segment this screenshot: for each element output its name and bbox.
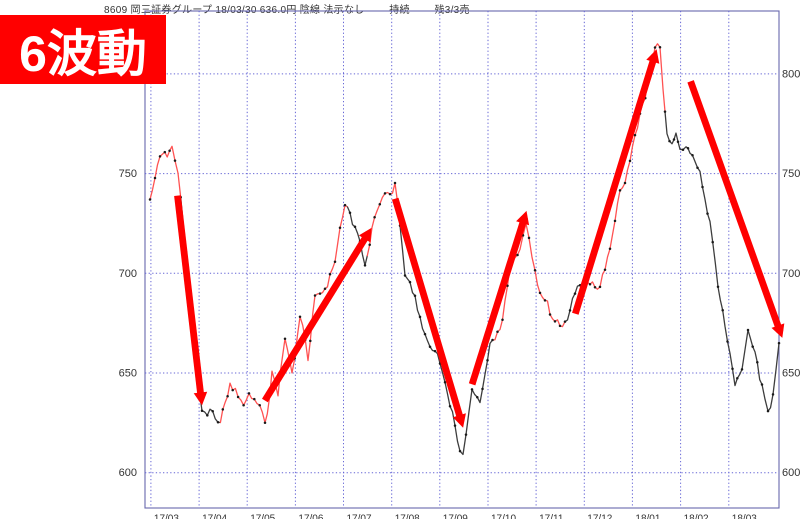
svg-text:650: 650: [782, 368, 800, 380]
svg-text:18/03: 18/03: [732, 514, 757, 519]
svg-text:17/03: 17/03: [154, 514, 179, 519]
svg-text:18/02: 18/02: [684, 514, 709, 519]
svg-text:17/12: 17/12: [587, 514, 612, 519]
svg-text:600: 600: [119, 467, 137, 479]
svg-text:18/01: 18/01: [635, 514, 660, 519]
svg-text:17/05: 17/05: [250, 514, 275, 519]
svg-text:650: 650: [119, 368, 137, 380]
svg-text:800: 800: [782, 68, 800, 80]
svg-text:17/10: 17/10: [491, 514, 516, 519]
svg-text:17/08: 17/08: [395, 514, 420, 519]
svg-text:17/04: 17/04: [202, 514, 227, 519]
svg-text:750: 750: [119, 168, 137, 180]
svg-text:17/07: 17/07: [347, 514, 372, 519]
svg-text:700: 700: [119, 268, 137, 280]
svg-text:17/06: 17/06: [298, 514, 323, 519]
svg-text:17/09: 17/09: [443, 514, 468, 519]
svg-text:700: 700: [782, 268, 800, 280]
svg-text:750: 750: [782, 168, 800, 180]
svg-text:600: 600: [782, 467, 800, 479]
svg-text:17/11: 17/11: [539, 514, 564, 519]
